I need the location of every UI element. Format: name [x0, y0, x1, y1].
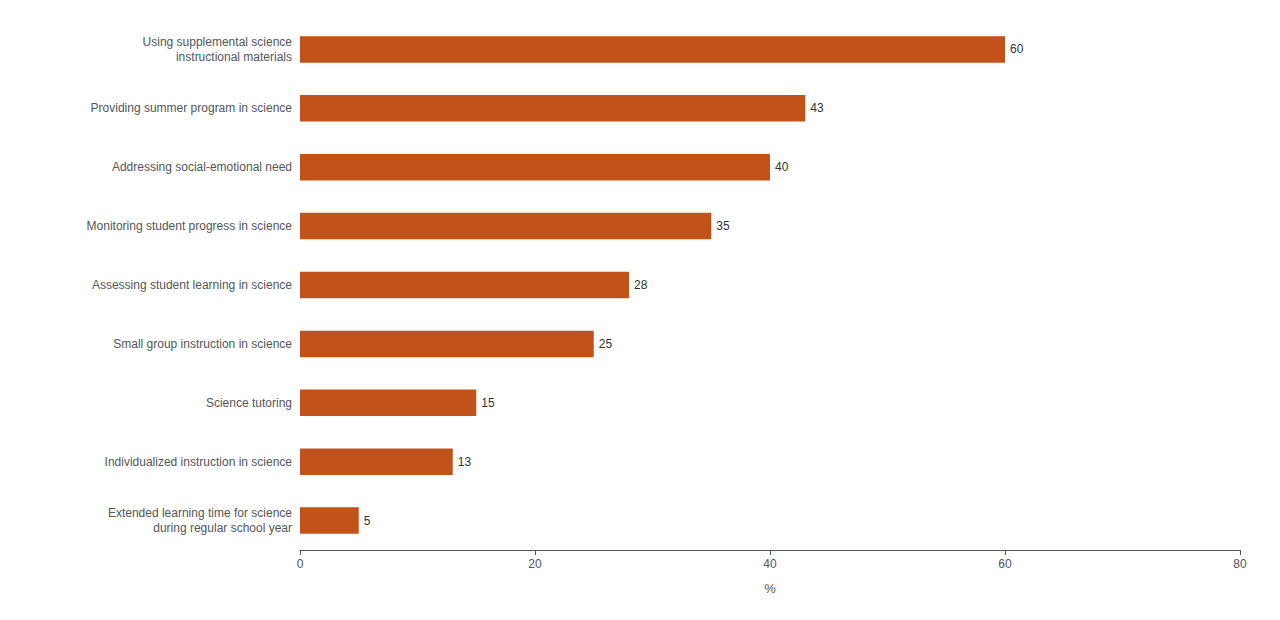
- svg-text:Using supplemental science: Using supplemental science: [143, 35, 293, 49]
- svg-text:20: 20: [528, 557, 542, 571]
- svg-text:40: 40: [775, 160, 789, 174]
- svg-text:13: 13: [458, 455, 472, 469]
- svg-text:Addressing social-emotional ne: Addressing social-emotional need: [112, 160, 292, 174]
- svg-text:40: 40: [763, 557, 777, 571]
- svg-text:28: 28: [634, 278, 648, 292]
- svg-text:80: 80: [1233, 557, 1247, 571]
- svg-text:60: 60: [1010, 42, 1024, 56]
- svg-text:Assessing student learning in: Assessing student learning in science: [92, 278, 292, 292]
- svg-text:60: 60: [998, 557, 1012, 571]
- svg-text:during regular school year: during regular school year: [153, 521, 292, 535]
- svg-text:0: 0: [297, 557, 304, 571]
- svg-text:Science tutoring: Science tutoring: [206, 396, 292, 410]
- svg-text:43: 43: [810, 101, 824, 115]
- svg-text:5: 5: [364, 514, 371, 528]
- svg-text:Monitoring student progress in: Monitoring student progress in science: [87, 219, 293, 233]
- svg-text:instructional materials: instructional materials: [176, 50, 292, 64]
- svg-text:Providing summer program in sc: Providing summer program in science: [91, 101, 293, 115]
- svg-text:Individualized instruction in: Individualized instruction in science: [105, 455, 293, 469]
- svg-text:15: 15: [481, 396, 495, 410]
- svg-text:%: %: [764, 581, 776, 596]
- svg-text:25: 25: [599, 337, 613, 351]
- svg-text:35: 35: [716, 219, 730, 233]
- svg-text:Extended learning time for sci: Extended learning time for science: [108, 506, 292, 520]
- svg-text:Small group instruction in sci: Small group instruction in science: [113, 337, 292, 351]
